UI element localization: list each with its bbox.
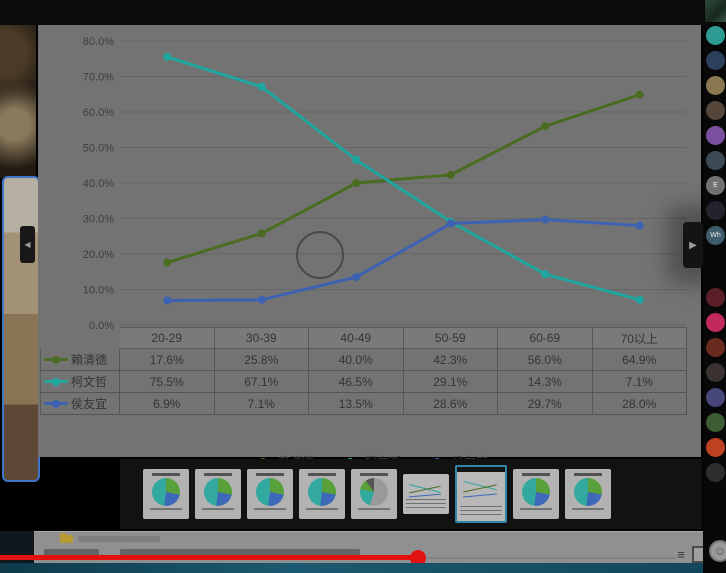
- sidebar-top-photo: [705, 0, 726, 22]
- svg-text:0.0%: 0.0%: [89, 320, 114, 332]
- sidebar-avatar[interactable]: [706, 26, 725, 45]
- sidebar-avatar[interactable]: [706, 463, 725, 482]
- status-text-blur: [78, 536, 160, 542]
- slide-thumbnail-4[interactable]: [299, 469, 345, 519]
- table-value-cell: 56.0%: [498, 349, 593, 371]
- sidebar-avatar[interactable]: [706, 51, 725, 70]
- pointer-ring: [296, 231, 344, 279]
- table-value-cell: 42.3%: [403, 349, 498, 371]
- sidebar-avatar[interactable]: [706, 76, 725, 95]
- sidebar-avatar[interactable]: [706, 101, 725, 120]
- sidebar-avatar[interactable]: [706, 338, 725, 357]
- sidebar-avatar-column: E Wh: [705, 26, 726, 482]
- table-value-cell: 6.9%: [120, 393, 215, 415]
- slide-thumbnail-2[interactable]: [195, 469, 241, 519]
- pie-chart-icon: [360, 478, 388, 506]
- pie-chart-icon: [522, 478, 550, 506]
- pie-chart-icon: [204, 478, 232, 506]
- table-header-cell: 70以上: [592, 327, 687, 349]
- sidebar-avatar[interactable]: Wh: [706, 226, 725, 245]
- svg-text:30.0%: 30.0%: [83, 214, 114, 226]
- progress-playhead[interactable]: [410, 550, 426, 566]
- sidebar-avatar[interactable]: [706, 438, 725, 457]
- svg-text:10.0%: 10.0%: [83, 285, 114, 297]
- smiley-icon[interactable]: ☺: [709, 540, 726, 562]
- table-value-cell: 28.6%: [403, 393, 498, 415]
- table-value-cell: 46.5%: [309, 371, 404, 393]
- table-value-cell: 14.3%: [498, 371, 593, 393]
- table-value-cell: 29.7%: [498, 393, 593, 415]
- svg-text:40.0%: 40.0%: [83, 178, 114, 190]
- table-value-cell: 17.6%: [120, 349, 215, 371]
- sidebar-avatar[interactable]: [706, 126, 725, 145]
- filmstrip: [143, 457, 611, 531]
- next-slide-button[interactable]: ▶: [683, 222, 703, 268]
- slide-thumbnail-9[interactable]: [565, 469, 611, 519]
- table-value-cell: 75.5%: [120, 371, 215, 393]
- status-text-blur: [44, 549, 99, 556]
- bottom-taskbar: [0, 563, 726, 573]
- table-value-cell: 29.1%: [403, 371, 498, 393]
- chart-data-table: 20-29 30-39 40-49 50-59 60-69 70以上賴清德 17.6% 25.…: [40, 327, 687, 415]
- folder-icon: [60, 533, 73, 543]
- table-series-label: 侯友宜: [40, 393, 120, 415]
- svg-text:70.0%: 70.0%: [83, 72, 114, 84]
- table-header-cell: 60-69: [498, 327, 593, 349]
- left-background-card: [2, 176, 40, 482]
- sidebar-avatar[interactable]: [706, 151, 725, 170]
- table-header-cell: 40-49: [309, 327, 404, 349]
- svg-text:20.0%: 20.0%: [83, 249, 114, 261]
- table-value-cell: 7.1%: [592, 371, 687, 393]
- svg-text:50.0%: 50.0%: [83, 143, 114, 155]
- svg-text:80.0%: 80.0%: [83, 36, 114, 48]
- menu-icon[interactable]: ≡: [677, 547, 685, 562]
- table-value-cell: 28.0%: [592, 393, 687, 415]
- table-value-cell: 13.5%: [309, 393, 404, 415]
- table-corner-cell: [40, 327, 120, 349]
- table-value-cell: 25.8%: [214, 349, 309, 371]
- pie-chart-icon: [574, 478, 602, 506]
- slide-thumbnail-3[interactable]: [247, 469, 293, 519]
- table-series-label: 賴清德: [40, 349, 120, 371]
- slide-thumbnail-6[interactable]: [403, 474, 449, 514]
- table-value-cell: 67.1%: [214, 371, 309, 393]
- sidebar-avatar[interactable]: E: [706, 176, 725, 195]
- table-header-cell: 50-59: [403, 327, 498, 349]
- sidebar-avatar[interactable]: [706, 363, 725, 382]
- slide-thumbnail-1[interactable]: [143, 469, 189, 519]
- progress-fill[interactable]: [0, 555, 418, 560]
- pie-chart-icon: [308, 478, 336, 506]
- slide-thumbnail-7-selected[interactable]: [455, 465, 507, 523]
- left-background-photo: [0, 0, 36, 178]
- slide-thumbnail-5[interactable]: [351, 469, 397, 519]
- table-value-cell: 40.0%: [309, 349, 404, 371]
- slide-thumbnail-8[interactable]: [513, 469, 559, 519]
- sidebar-avatar[interactable]: [706, 313, 725, 332]
- table-header-cell: 30-39: [214, 327, 309, 349]
- table-header-cell: 20-29: [120, 327, 215, 349]
- table-value-cell: 64.9%: [592, 349, 687, 371]
- sidebar-avatar[interactable]: [706, 201, 725, 220]
- video-top-bar: [0, 0, 704, 25]
- pie-chart-icon: [152, 478, 180, 506]
- line-chart: 80.0% 70.0% 60.0% 50.0% 40.0% 30.0% 20.0% 10.0%…: [83, 36, 687, 332]
- table-value-cell: 7.1%: [214, 393, 309, 415]
- sidebar-avatar[interactable]: [706, 388, 725, 407]
- svg-text:60.0%: 60.0%: [83, 107, 114, 119]
- table-series-label: 柯文哲: [40, 371, 120, 393]
- pie-chart-icon: [256, 478, 284, 506]
- slide-canvas: 80.0% 70.0% 60.0% 50.0% 40.0% 30.0% 20.0% 10.0%…: [38, 25, 701, 469]
- sidebar-avatar[interactable]: [706, 288, 725, 307]
- status-text-blur: [120, 549, 360, 556]
- prev-slide-button[interactable]: ◀: [20, 226, 35, 263]
- sidebar-avatar[interactable]: [706, 413, 725, 432]
